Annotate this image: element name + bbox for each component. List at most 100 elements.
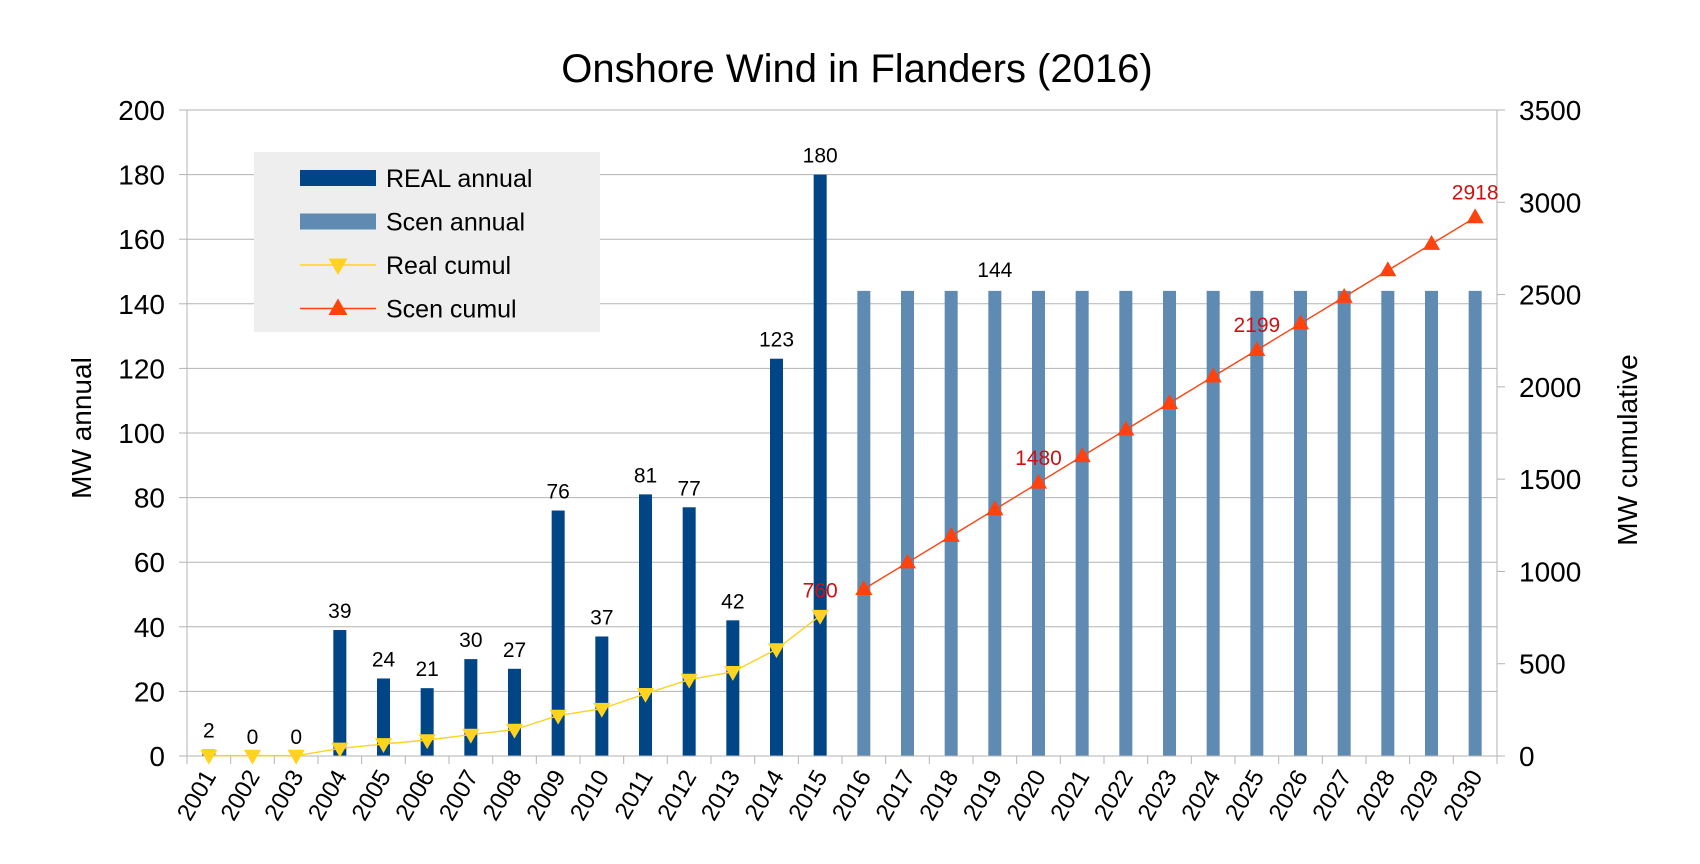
annotation-label: 2199 (1233, 314, 1280, 337)
marker-point (1291, 314, 1310, 330)
marker-point (418, 734, 436, 750)
x-tick-label: 2028 (1351, 766, 1401, 826)
y-tick-label: 120 (118, 353, 165, 384)
bar (1468, 290, 1482, 756)
bar (1337, 290, 1351, 756)
bar (944, 290, 958, 756)
bar (1250, 290, 1264, 756)
data-label: 27 (503, 639, 526, 662)
y2-tick-label: 1000 (1519, 556, 1581, 587)
bar (1032, 290, 1045, 756)
marker-point (1248, 341, 1266, 356)
x-tick-label: 2029 (1395, 766, 1445, 826)
marker-point (724, 665, 742, 681)
marker-point (986, 500, 1004, 516)
data-label: 30 (459, 629, 482, 652)
x-tick-label: 2016 (827, 766, 877, 826)
data-label: 123 (759, 329, 794, 352)
x-tick-label: 2009 (521, 766, 571, 826)
data-label: 2 (203, 720, 215, 743)
x-tick-label: 2010 (565, 766, 615, 826)
bar (1206, 290, 1220, 756)
bar (551, 510, 565, 756)
marker-point (1466, 208, 1484, 224)
marker-point (942, 526, 960, 542)
bar (1425, 290, 1438, 756)
marker-point (811, 609, 829, 625)
legend-swatch (300, 213, 376, 230)
annotation-label: 2918 (1452, 181, 1499, 204)
x-tick-label: 2006 (390, 766, 440, 826)
marker-point (1073, 447, 1091, 463)
bars (202, 174, 1482, 757)
bar (988, 290, 1002, 756)
x-tick-label: 2019 (958, 765, 1008, 825)
x-tick-label: 2026 (1264, 766, 1314, 826)
y2-tick-label: 0 (1519, 741, 1535, 772)
y-tick-label: 0 (149, 741, 165, 772)
chart-title: Onshore Wind in Flanders (2016) (561, 47, 1152, 91)
marker-point (1335, 287, 1353, 303)
data-label: 24 (372, 648, 396, 671)
x-tick-label: 2018 (914, 766, 964, 826)
data-label: 76 (546, 481, 569, 504)
y-axis-title: MW annual (66, 357, 97, 499)
x-tick-label: 2015 (783, 766, 833, 826)
y2-tick-label: 2500 (1519, 280, 1581, 311)
marker-point (505, 723, 524, 739)
data-label: 21 (415, 658, 438, 681)
legend-swatch (300, 170, 376, 186)
data-label: 0 (247, 726, 259, 749)
marker-point (898, 553, 917, 569)
bar (508, 668, 521, 756)
data-label: 39 (328, 600, 351, 623)
bar (682, 507, 696, 756)
x-tick-label: 2001 (172, 766, 222, 826)
bar (1163, 290, 1176, 756)
x-tick-label: 2011 (610, 766, 659, 824)
marker-point (636, 687, 655, 703)
annotation-label: 760 (803, 580, 838, 603)
y-tick-label: 140 (118, 289, 165, 320)
legend: REAL annual Scen annual Real cumul Scen cum… (254, 152, 600, 332)
marker-point (243, 749, 262, 765)
data-label: 0 (290, 726, 302, 749)
bar (857, 290, 871, 756)
bar (1075, 290, 1089, 756)
x-tick-label: 2003 (259, 766, 309, 826)
y-tick-label: 60 (134, 547, 165, 578)
series-lines (200, 208, 1484, 765)
y-tick-label: 180 (118, 160, 165, 191)
y2-tick-label: 500 (1519, 649, 1566, 680)
marker-point (549, 709, 567, 725)
x-tick-label: 2002 (216, 766, 266, 826)
bar (1381, 290, 1395, 756)
y-tick-label: 40 (134, 612, 165, 643)
x-tick-label: 2020 (1002, 766, 1052, 826)
x-tick-label: 2005 (347, 766, 397, 826)
marker-point (462, 728, 480, 744)
data-label: 81 (634, 464, 657, 487)
marker-point (374, 738, 393, 754)
x-tick-label: 2022 (1089, 766, 1139, 826)
bar (377, 678, 390, 756)
x-tick-label: 2013 (696, 766, 746, 826)
y-tick-label: 200 (118, 95, 165, 126)
legend-label: Scen cumul (386, 296, 517, 324)
x-tick-label: 2012 (652, 766, 702, 826)
data-label: 42 (721, 590, 744, 613)
data-label: 37 (590, 606, 613, 629)
marker-point (1204, 367, 1222, 383)
data-label: 77 (677, 477, 700, 500)
marker-point (1029, 473, 1048, 489)
marker-point (680, 673, 698, 689)
y2-tick-label: 3500 (1519, 95, 1581, 126)
y2-tick-label: 1500 (1519, 464, 1581, 495)
marker-point (1379, 261, 1397, 277)
x-tick-label: 2021 (1045, 766, 1095, 826)
marker-point (331, 742, 349, 758)
bar (813, 174, 827, 757)
bar (1119, 290, 1133, 756)
legend-label: Scen annual (386, 209, 525, 237)
